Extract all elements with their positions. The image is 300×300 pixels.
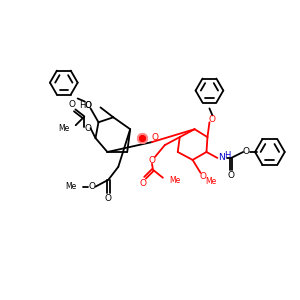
Text: O: O [84,124,91,133]
Text: O: O [200,172,207,181]
Text: H: H [224,152,230,160]
Text: Me: Me [65,182,77,191]
Text: N: N [218,153,225,162]
Text: HO: HO [80,101,92,110]
Text: O: O [105,194,112,203]
Text: Me: Me [205,177,216,186]
Text: Me: Me [169,176,180,185]
Text: O: O [152,133,158,142]
Text: O: O [68,100,75,109]
Text: O: O [148,156,155,165]
Text: O: O [228,171,235,180]
Text: O: O [84,101,91,110]
Text: Me: Me [58,124,70,133]
Text: O: O [209,115,216,124]
Text: O: O [140,179,147,188]
Text: O: O [88,182,95,191]
Text: O: O [243,148,250,157]
